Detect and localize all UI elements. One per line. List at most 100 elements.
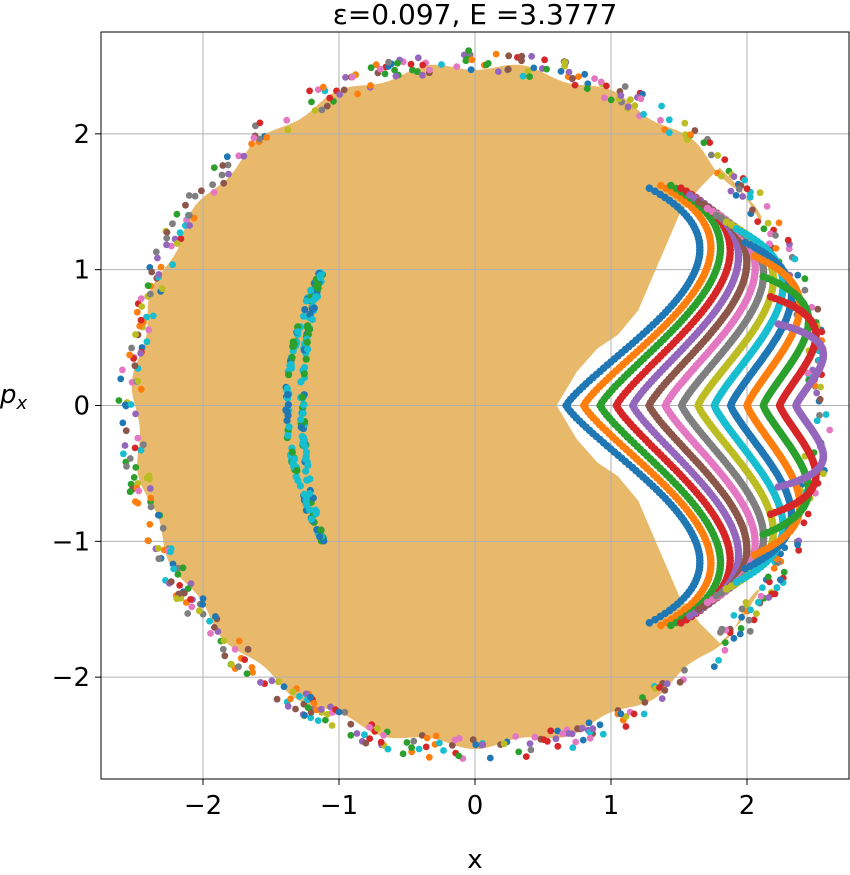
ring-point [504, 65, 512, 73]
island-point [285, 423, 293, 431]
ring-point [630, 710, 638, 718]
ring-point [526, 740, 534, 747]
ring-point [367, 82, 374, 89]
ring-point [235, 637, 243, 645]
island-point [287, 364, 295, 372]
ring-point [131, 444, 139, 452]
island-point [303, 338, 311, 346]
ring-point [554, 727, 561, 735]
ring-point [318, 106, 326, 114]
chaotic-sea-region [131, 64, 762, 749]
island-point [300, 370, 308, 378]
x-tick-label: −1 [320, 791, 358, 821]
island-point [301, 306, 309, 314]
island-point [289, 338, 297, 346]
ring-point [154, 545, 162, 552]
ring-point [531, 733, 539, 741]
orbit-point [703, 204, 712, 213]
orbit-point [750, 252, 758, 260]
ring-point [683, 136, 691, 144]
ring-point [391, 66, 398, 74]
ring-point [131, 362, 139, 370]
ring-point [207, 630, 214, 637]
ring-point [296, 692, 303, 700]
ring-point [579, 736, 587, 744]
ring-point [524, 67, 532, 75]
island-point [297, 415, 305, 424]
x-axis-label: x [467, 845, 482, 875]
island-point [312, 282, 320, 290]
ring-point [257, 679, 264, 686]
ring-point [342, 74, 349, 81]
ring-point [484, 60, 492, 67]
ring-point [599, 730, 607, 738]
ring-point [256, 135, 263, 143]
island-point [307, 286, 315, 294]
ring-point [206, 617, 214, 625]
ring-point [132, 498, 139, 505]
ring-point [385, 58, 392, 66]
ring-point [394, 59, 401, 67]
ring-point [323, 102, 331, 110]
ring-point [764, 573, 772, 581]
ring-point [757, 592, 765, 600]
ring-point [737, 625, 745, 632]
ring-point [275, 678, 282, 686]
ring-point [438, 61, 445, 68]
ring-point [730, 634, 738, 642]
ring-point [328, 722, 336, 729]
ring-point [822, 411, 830, 418]
ring-point [738, 605, 746, 613]
ring-point [468, 56, 476, 64]
ring-point [374, 725, 381, 732]
orbit-point [651, 187, 659, 196]
ring-point [219, 645, 227, 653]
ring-point [173, 210, 181, 218]
ring-point [188, 603, 196, 611]
ring-point [353, 730, 361, 737]
ring-point [128, 344, 136, 352]
ring-point [185, 192, 193, 199]
ring-point [185, 211, 193, 219]
ring-point [530, 64, 538, 72]
orbit-point [741, 238, 750, 247]
ring-point [137, 316, 145, 324]
x-tick-label: −2 [184, 791, 222, 821]
ring-point [554, 742, 562, 750]
ring-point [187, 580, 195, 587]
ring-point [495, 68, 502, 75]
ring-point [526, 73, 533, 80]
ring-point [248, 664, 256, 671]
ring-point [154, 254, 161, 262]
ring-point [738, 613, 745, 621]
ring-point [691, 127, 699, 134]
ring-point [195, 607, 203, 615]
ring-point [199, 601, 207, 608]
y-axis-label-main: p [0, 380, 17, 410]
ring-point [663, 680, 671, 688]
ring-point [173, 595, 181, 603]
ring-point [547, 727, 555, 735]
ring-point [552, 735, 560, 743]
ring-point [801, 286, 809, 294]
ring-point [621, 83, 629, 90]
ring-point [173, 240, 181, 247]
ring-point [730, 612, 738, 619]
y-tick-label: 0 [73, 392, 90, 422]
ring-point [218, 171, 226, 179]
ring-point [423, 734, 431, 742]
ring-point [134, 434, 142, 442]
ring-point [770, 565, 778, 572]
ring-point [780, 568, 788, 576]
ring-point [127, 401, 135, 408]
island-point [302, 467, 310, 475]
orbit-series [596, 181, 725, 630]
ring-point [568, 730, 576, 738]
ring-point [641, 698, 649, 706]
island-point [299, 409, 307, 417]
ring-point [187, 596, 194, 603]
ring-point [248, 140, 256, 148]
ring-point [622, 723, 630, 730]
ring-point [307, 693, 315, 701]
ring-point [126, 455, 134, 462]
